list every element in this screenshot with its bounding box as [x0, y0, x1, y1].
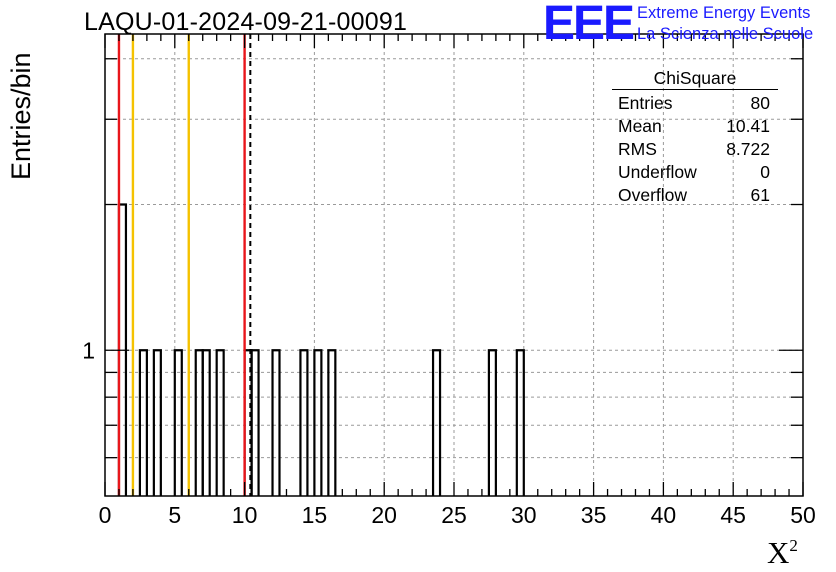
x-tick-label: 5: [168, 502, 181, 528]
x-tick-label: 45: [720, 502, 746, 528]
chart-title: LAQU-01-2024-09-21-00091: [84, 8, 408, 36]
x-tick-label: 25: [441, 502, 467, 528]
stats-label: Mean: [618, 116, 662, 136]
histogram-bin: [327, 349, 337, 496]
histogram-bin: [250, 349, 260, 496]
stats-label: Entries: [618, 93, 673, 113]
histogram-bin: [515, 349, 525, 496]
histogram-bars: [117, 203, 525, 496]
tick-labels: 10 5 10 15 20 25 30 35 40 45 50: [82, 337, 816, 528]
stats-title: ChiSquare: [612, 67, 778, 90]
logo-line-1: Extreme Energy Events: [637, 4, 811, 22]
grid: [105, 34, 803, 496]
stats-row-mean: Mean 10.41: [612, 115, 778, 138]
y-tick-label: 1: [82, 337, 95, 363]
histogram-bin: [173, 349, 183, 496]
stats-value: 0: [760, 162, 770, 182]
stats-row-overflow: Overflow 61: [612, 184, 778, 207]
stats-box: ChiSquare Entries 80 Mean 10.41 RMS 8.722 U…: [612, 67, 778, 207]
x-tick-label: 20: [371, 502, 397, 528]
x-tick-label: 10: [232, 502, 258, 528]
logo-line-2: La Scienza nelle Scuole: [637, 25, 814, 43]
stats-label: RMS: [618, 139, 657, 159]
histogram-bin: [431, 349, 442, 496]
x-axis-label: X2: [767, 535, 798, 571]
stats-row-entries: Entries 80: [612, 92, 778, 115]
x-axis-label-superscript: 2: [789, 536, 798, 555]
stats-row-rms: RMS 8.722: [612, 138, 778, 161]
stats-value: 61: [750, 185, 770, 205]
stats-label: Overflow: [618, 185, 688, 205]
x-tick-label: 40: [651, 502, 677, 528]
stats-row-underflow: Underflow 0: [612, 161, 778, 184]
stats-value: 10.41: [726, 116, 770, 136]
histogram-bin: [152, 349, 162, 496]
stats-value: 8.722: [726, 139, 770, 159]
histogram-bin: [215, 349, 225, 496]
histogram-bin: [201, 349, 211, 496]
histogram-bin: [271, 349, 281, 496]
histogram-bin: [313, 349, 323, 496]
reference-lines: [117, 34, 252, 496]
y-axis-label: Entries/bin: [6, 52, 36, 180]
histogram-bin: [487, 349, 497, 496]
stats-value: 80: [750, 93, 770, 113]
histogram-bin: [138, 349, 148, 496]
eee-logo: EEE: [543, 0, 635, 50]
x-tick-label: 0: [99, 502, 112, 528]
x-tick-label: 15: [302, 502, 328, 528]
x-axis-label-main: X: [767, 535, 790, 570]
axis-ticks: [104, 34, 804, 496]
histogram-bin: [299, 349, 309, 496]
x-tick-label: 30: [511, 502, 537, 528]
stats-label: Underflow: [618, 162, 697, 182]
x-tick-label: 35: [581, 502, 607, 528]
x-tick-label: 50: [790, 502, 816, 528]
